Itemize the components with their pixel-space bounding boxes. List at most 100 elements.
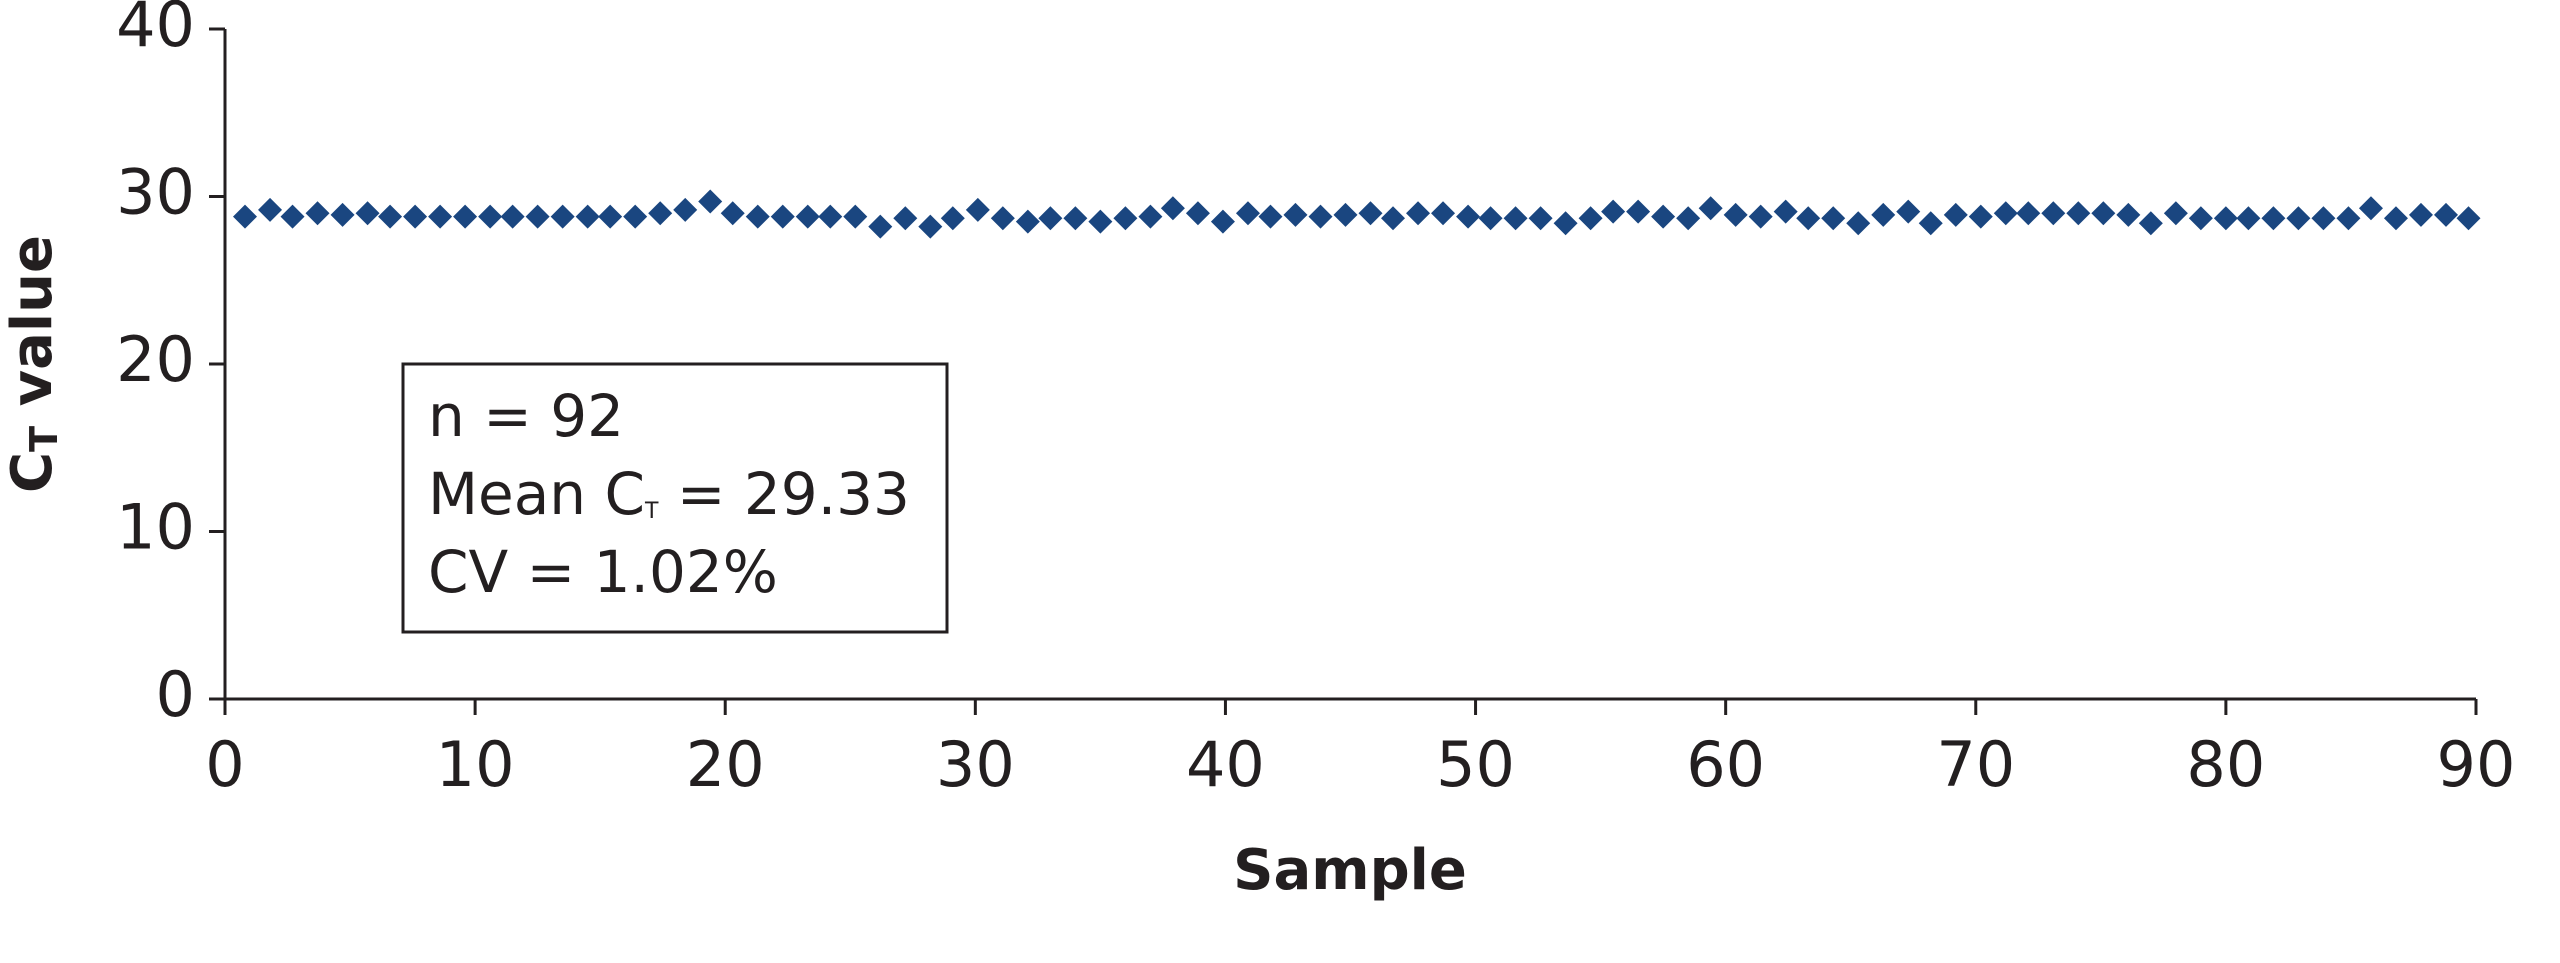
point bbox=[940, 206, 965, 231]
x-tick-label: 10 bbox=[436, 728, 515, 801]
point bbox=[2336, 206, 2361, 231]
y-tick-label: 30 bbox=[116, 156, 195, 229]
annotation-mean-main: Mean C bbox=[428, 460, 645, 528]
point bbox=[1113, 206, 1138, 231]
point bbox=[1578, 206, 1603, 231]
point bbox=[1896, 199, 1921, 224]
point bbox=[258, 197, 283, 222]
point bbox=[673, 197, 698, 222]
point bbox=[1406, 201, 1431, 226]
y-label-sub: T bbox=[22, 426, 66, 452]
point bbox=[2456, 206, 2481, 231]
annotation-n: n = 92 bbox=[428, 382, 624, 450]
point bbox=[453, 204, 478, 229]
point bbox=[698, 189, 723, 214]
annotation-mean-rest: = 29.33 bbox=[658, 460, 910, 528]
x-tick-label: 90 bbox=[2437, 728, 2516, 801]
point bbox=[2311, 206, 2336, 231]
point bbox=[2433, 202, 2458, 227]
point bbox=[1185, 201, 1210, 226]
point bbox=[843, 204, 868, 229]
point bbox=[233, 204, 258, 229]
y-tick-label: 0 bbox=[156, 658, 195, 731]
point bbox=[623, 204, 648, 229]
annotation-cv: CV = 1.02% bbox=[428, 538, 778, 606]
y-label-main: C bbox=[0, 452, 65, 493]
point bbox=[1943, 202, 1968, 227]
point bbox=[2261, 206, 2286, 231]
point bbox=[1235, 201, 1260, 226]
y-tick-label: 10 bbox=[116, 491, 195, 564]
annotation-box bbox=[401, 362, 949, 634]
x-tick-label: 20 bbox=[686, 728, 765, 801]
point bbox=[1553, 211, 1578, 236]
point bbox=[1038, 206, 1063, 231]
point bbox=[1626, 199, 1651, 224]
point bbox=[2016, 201, 2041, 226]
point bbox=[1358, 201, 1383, 226]
point bbox=[1698, 196, 1723, 221]
point bbox=[1478, 206, 1503, 231]
point bbox=[1748, 204, 1773, 229]
y-label-rest: value bbox=[0, 235, 65, 426]
point bbox=[1796, 206, 1821, 231]
point bbox=[550, 204, 575, 229]
point bbox=[1456, 204, 1481, 229]
point bbox=[1258, 204, 1283, 229]
point bbox=[1210, 209, 1235, 234]
point bbox=[648, 201, 673, 226]
point bbox=[355, 201, 380, 226]
point bbox=[2383, 206, 2408, 231]
y-tick-label: 20 bbox=[116, 323, 195, 396]
point bbox=[378, 204, 403, 229]
point bbox=[280, 204, 305, 229]
point bbox=[868, 214, 893, 239]
point bbox=[1993, 201, 2018, 226]
point bbox=[2236, 206, 2261, 231]
point bbox=[2188, 206, 2213, 231]
point bbox=[1088, 209, 1113, 234]
point bbox=[1821, 206, 1846, 231]
x-tick-label: 30 bbox=[936, 728, 1015, 801]
point bbox=[770, 204, 795, 229]
point bbox=[2138, 211, 2163, 236]
point bbox=[1528, 206, 1553, 231]
point bbox=[1773, 199, 1798, 224]
point bbox=[990, 206, 1015, 231]
x-tick-label: 70 bbox=[1936, 728, 2015, 801]
point bbox=[1918, 211, 1943, 236]
point bbox=[2286, 206, 2311, 231]
point bbox=[500, 204, 525, 229]
point bbox=[1968, 204, 1993, 229]
point bbox=[525, 204, 550, 229]
point bbox=[965, 197, 990, 222]
point bbox=[1333, 202, 1358, 227]
point bbox=[478, 204, 503, 229]
point bbox=[1160, 196, 1185, 221]
point bbox=[2358, 196, 2383, 221]
point bbox=[918, 214, 943, 239]
point bbox=[1431, 201, 1456, 226]
point bbox=[575, 204, 600, 229]
point bbox=[330, 202, 355, 227]
point bbox=[2213, 206, 2238, 231]
point bbox=[1723, 202, 1748, 227]
point bbox=[403, 204, 428, 229]
point bbox=[1063, 206, 1088, 231]
point bbox=[1015, 209, 1040, 234]
point bbox=[2066, 201, 2091, 226]
x-tick-label: 40 bbox=[1186, 728, 1265, 801]
point bbox=[2041, 201, 2066, 226]
point bbox=[2163, 201, 2188, 226]
point bbox=[2091, 201, 2116, 226]
point bbox=[1651, 204, 1676, 229]
annotation-mean: Mean CT = 29.33 bbox=[428, 460, 910, 528]
point bbox=[1601, 199, 1626, 224]
point bbox=[1283, 202, 1308, 227]
point bbox=[1871, 202, 1896, 227]
point bbox=[745, 204, 770, 229]
point bbox=[598, 204, 623, 229]
point bbox=[2408, 202, 2433, 227]
point bbox=[818, 204, 843, 229]
